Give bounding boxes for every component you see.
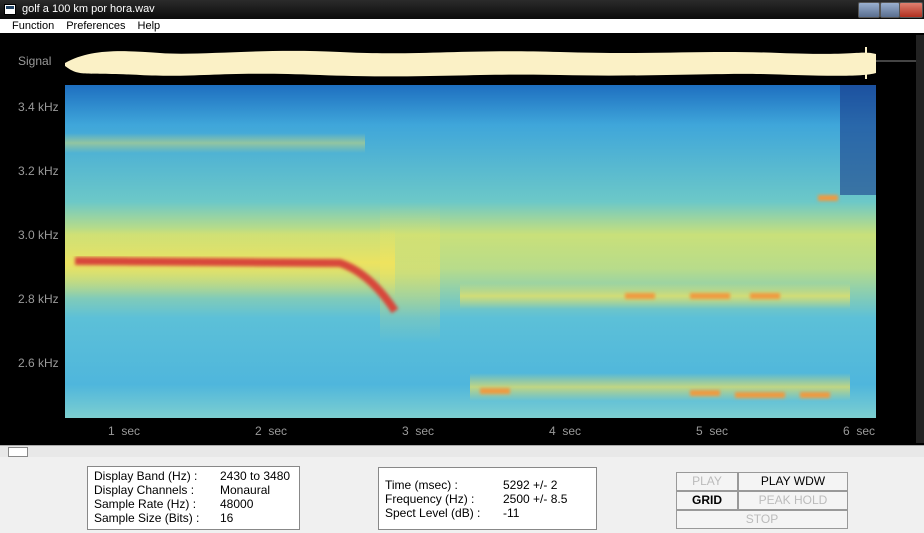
time-label: 5 sec xyxy=(696,424,728,438)
field-value: 48000 xyxy=(220,497,253,511)
minimize-button[interactable] xyxy=(858,2,880,18)
display-area: Signal 3.4 kHz 3.2 kHz 3.0 kHz 2.8 kHz 2.6 k… xyxy=(0,33,924,445)
time-label: 6 sec xyxy=(843,424,875,438)
peak-hold-button[interactable]: PEAK HOLD xyxy=(738,491,848,510)
play-button[interactable]: PLAY xyxy=(676,472,738,491)
frequency-label: 3.0 kHz xyxy=(18,228,59,242)
time-label: 1 sec xyxy=(108,424,140,438)
scroll-thumb[interactable] xyxy=(8,447,28,457)
field-value: 2430 to 3480 xyxy=(220,469,290,483)
field-label: Sample Size (Bits) : xyxy=(94,511,199,525)
app-icon xyxy=(4,4,16,15)
title-bar: golf a 100 km por hora.wav xyxy=(0,0,924,19)
field-value: 2500 +/- 8.5 xyxy=(503,492,567,506)
time-label: 3 sec xyxy=(402,424,434,438)
frequency-label: 3.2 kHz xyxy=(18,164,59,178)
window-title: golf a 100 km por hora.wav xyxy=(22,3,155,15)
menu-item[interactable]: Help xyxy=(138,20,161,32)
field-value: Monaural xyxy=(220,483,270,497)
app-window: golf a 100 km por hora.wav Function Prefe… xyxy=(0,0,924,533)
frequency-label: 2.8 kHz xyxy=(18,292,59,306)
spectrogram-view xyxy=(0,33,924,445)
menu-item[interactable]: Function xyxy=(12,20,54,32)
time-label: 4 sec xyxy=(549,424,581,438)
signal-label: Signal xyxy=(18,54,51,68)
play-window-button[interactable]: PLAY WDW xyxy=(738,472,848,491)
field-label: Frequency (Hz) : xyxy=(385,492,474,506)
frequency-label: 2.6 kHz xyxy=(18,356,59,370)
field-label: Sample Rate (Hz) : xyxy=(94,497,196,511)
horizontal-scrollbar[interactable] xyxy=(0,445,924,457)
field-value: 5292 +/- 2 xyxy=(503,478,557,492)
field-label: Display Channels : xyxy=(94,483,194,497)
info-panel: Display Band (Hz) : 2430 to 3480 Display C… xyxy=(87,466,300,530)
menu-bar: Function Preferences Help xyxy=(0,19,924,33)
stop-button[interactable]: STOP xyxy=(676,510,848,529)
time-label: 2 sec xyxy=(255,424,287,438)
frequency-label: 3.4 kHz xyxy=(18,100,59,114)
field-value: 16 xyxy=(220,511,233,525)
cursor-panel: Time (msec) : 5292 +/- 2 Frequency (Hz) : 2… xyxy=(378,467,597,530)
menu-item[interactable]: Preferences xyxy=(66,20,125,32)
field-label: Spect Level (dB) : xyxy=(385,506,480,520)
grid-button[interactable]: GRID xyxy=(676,491,738,510)
maximize-button[interactable] xyxy=(880,2,900,18)
close-button[interactable] xyxy=(899,2,923,18)
field-label: Display Band (Hz) : xyxy=(94,469,197,483)
field-value: -11 xyxy=(503,506,519,520)
field-label: Time (msec) : xyxy=(385,478,458,492)
